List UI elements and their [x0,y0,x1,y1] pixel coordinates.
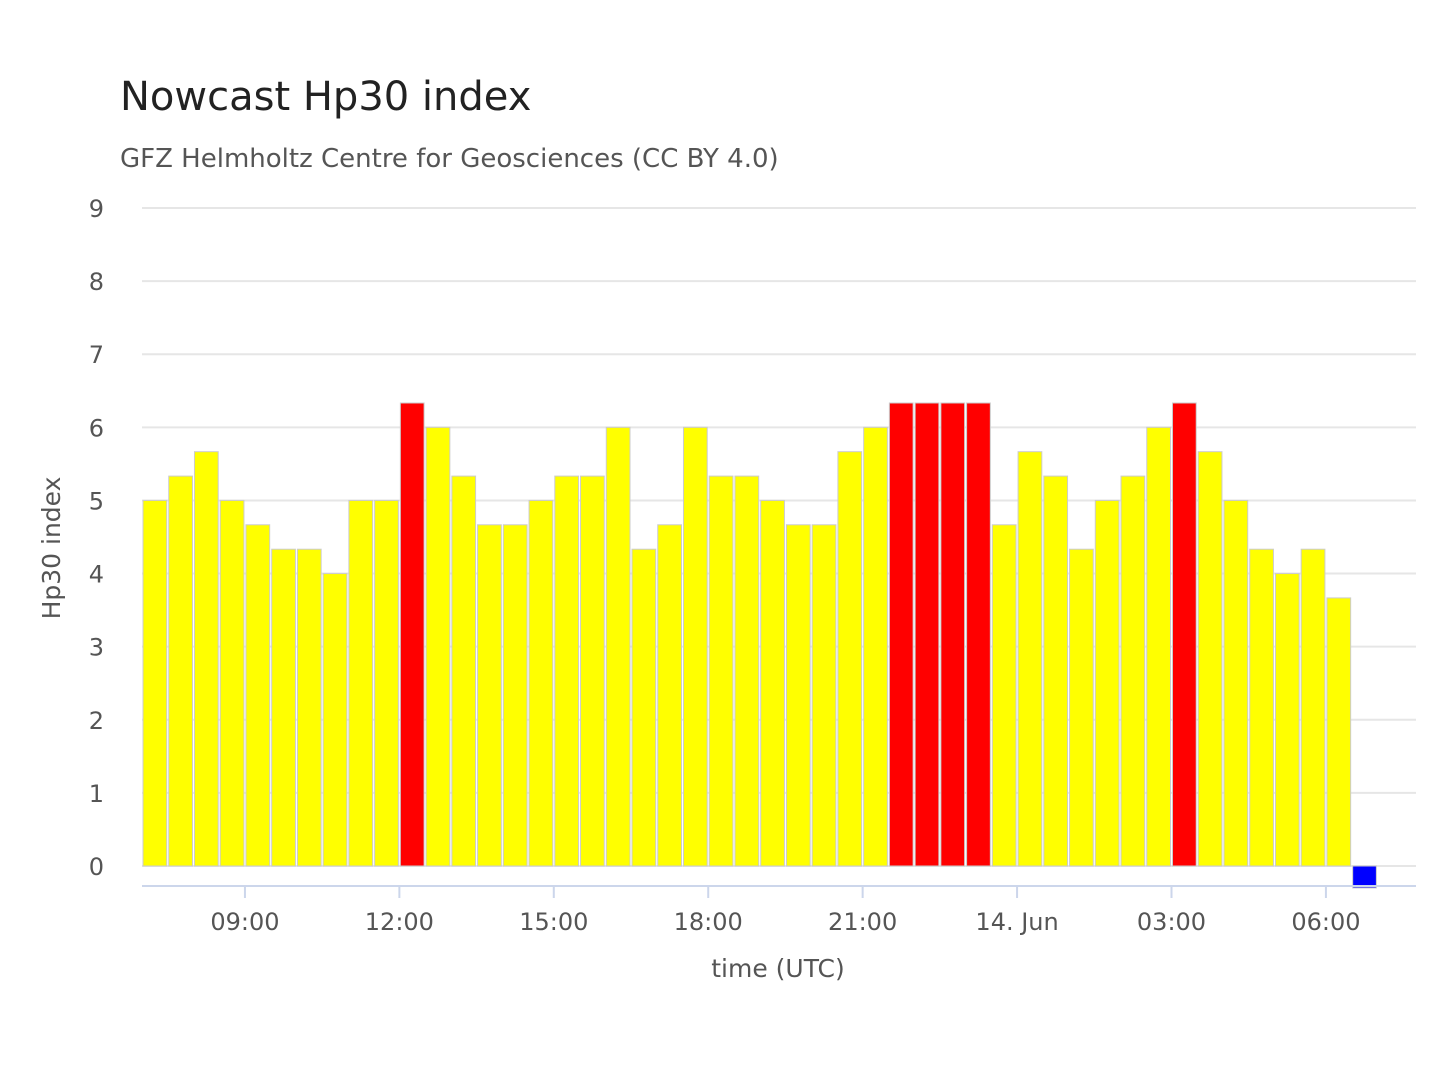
y-tick-label: 9 [89,195,104,223]
bar[interactable] [1043,475,1069,867]
bar[interactable] [914,402,940,867]
bar[interactable] [966,402,991,867]
bar[interactable] [477,524,502,867]
bar[interactable] [245,524,271,867]
y-tick-label: 8 [89,268,104,296]
bars [142,402,1377,889]
bar[interactable] [1146,426,1171,867]
bar[interactable] [682,426,708,867]
bar[interactable] [760,499,785,867]
bar[interactable] [785,524,811,867]
bar[interactable] [1274,573,1300,867]
bar[interactable] [863,426,888,867]
bar[interactable] [888,402,914,867]
bar[interactable] [657,524,682,867]
chart-subtitle: GFZ Helmholtz Centre for Geosciences (CC… [120,144,779,174]
bar[interactable] [399,402,425,867]
bar[interactable] [1094,499,1120,867]
bar[interactable] [168,475,193,867]
bar[interactable] [502,524,528,867]
bar[interactable] [142,499,168,867]
bar[interactable] [1249,548,1274,867]
bar[interactable] [1223,499,1249,867]
bar[interactable] [837,451,863,867]
y-tick-label: 3 [89,634,104,662]
bar[interactable] [554,475,580,867]
y-tick-label: 2 [89,707,104,735]
bar[interactable] [1326,597,1352,867]
bar[interactable] [708,475,734,867]
bar[interactable] [451,475,477,867]
bar[interactable] [734,475,760,867]
y-tick-label: 1 [89,780,104,808]
x-tick-label: 15:00 [519,908,588,936]
bar-current[interactable] [1352,865,1377,889]
bar[interactable] [425,426,451,867]
bar[interactable] [296,548,322,867]
y-tick-label: 6 [89,414,104,442]
bar[interactable] [1197,451,1223,867]
x-tick-label: 14. Jun [975,908,1058,936]
bar[interactable] [991,524,1017,867]
bar[interactable] [528,499,554,867]
bar[interactable] [193,451,219,867]
bar[interactable] [348,499,374,867]
bar[interactable] [631,548,657,867]
bar[interactable] [940,402,966,867]
y-tick-label: 7 [89,341,104,369]
y-tick-label: 4 [89,561,104,589]
bar[interactable] [811,524,837,867]
x-tick-label: 12:00 [365,908,434,936]
x-tick-label: 06:00 [1291,908,1360,936]
y-tick-label: 0 [89,853,104,881]
x-tick-label: 21:00 [828,908,897,936]
bar[interactable] [605,426,631,867]
x-axis-title: time (UTC) [711,954,845,983]
bar[interactable] [322,573,348,867]
bar[interactable] [1171,402,1197,867]
y-axis-title: Hp30 index [37,477,66,620]
bar[interactable] [1017,451,1043,867]
bar[interactable] [580,475,605,867]
bar[interactable] [1120,475,1146,867]
axes [142,885,1416,898]
bar[interactable] [1300,548,1326,867]
bar[interactable] [374,499,399,867]
bar[interactable] [271,548,296,867]
tick-labels: 0 1 2 3 4 5 6 7 8 9 09:00 12:00 15:00 18:00 21:00 14. J… [89,195,1361,936]
x-tick-label: 03:00 [1137,908,1206,936]
y-tick-label: 5 [89,487,104,515]
bar[interactable] [219,499,245,867]
bar[interactable] [1069,548,1094,867]
x-tick-label: 09:00 [210,908,279,936]
x-tick-label: 18:00 [674,908,743,936]
chart-title: Nowcast Hp30 index [120,74,532,120]
